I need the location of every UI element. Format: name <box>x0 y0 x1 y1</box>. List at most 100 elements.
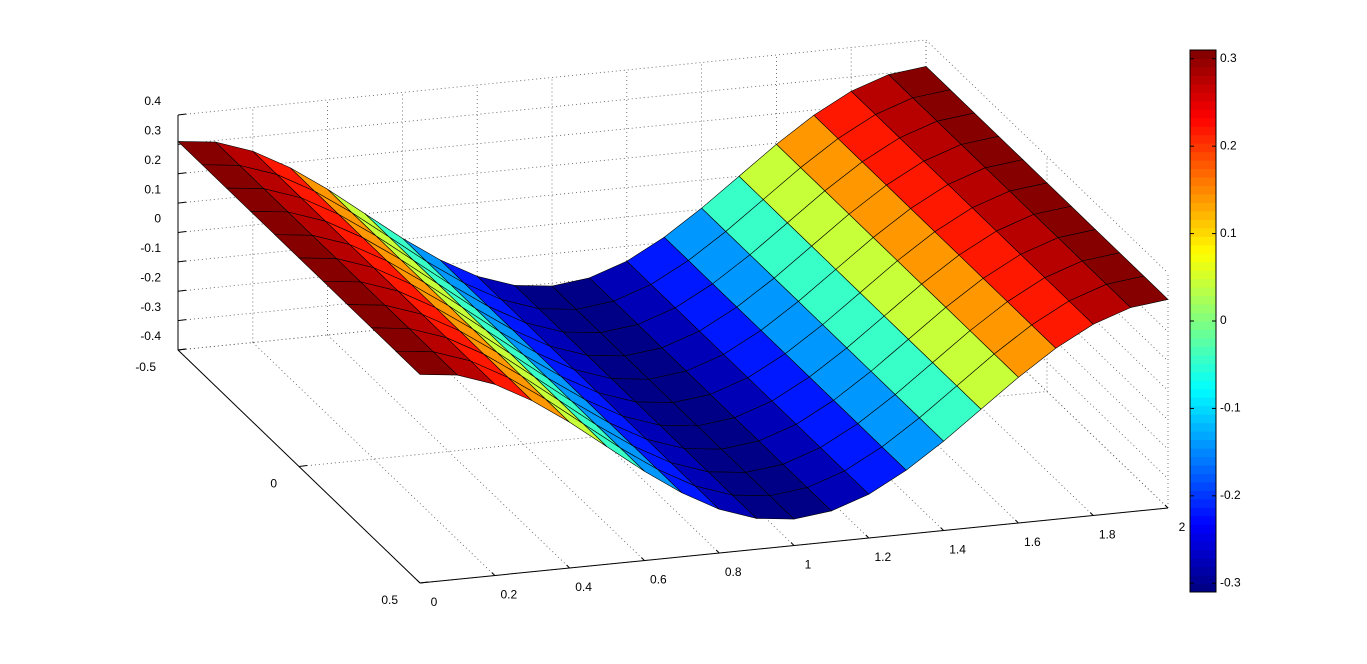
z-tick <box>177 289 187 292</box>
colorbar-band <box>1190 405 1216 415</box>
colorbar-band <box>1190 337 1216 347</box>
x-tick-label: 0 <box>431 595 438 609</box>
z-tick-label: 0.4 <box>144 94 161 108</box>
colorbar-band <box>1190 380 1216 390</box>
colorbar-band <box>1190 253 1216 263</box>
z-tick-label: -0.1 <box>140 241 161 255</box>
x-tick <box>566 564 570 569</box>
colorbar-band <box>1190 422 1216 432</box>
colorbar-band <box>1190 193 1216 203</box>
colorbar-band <box>1190 202 1216 212</box>
colorbar-band <box>1190 244 1216 254</box>
colorbar-band <box>1190 100 1216 110</box>
colorbar-band <box>1190 566 1216 576</box>
colorbar-band <box>1190 558 1216 568</box>
colorbar-band <box>1190 456 1216 466</box>
z-tick-label: -0.2 <box>140 270 161 284</box>
colorbar-band <box>1190 160 1216 170</box>
y-tick-label: -0.5 <box>135 360 156 374</box>
x-tick <box>1015 519 1019 524</box>
y-tick-label: 0 <box>270 477 277 491</box>
colorbar-tick-label: -0.3 <box>1220 575 1241 589</box>
x-tick <box>790 542 795 546</box>
x-tick-label: 1.6 <box>1024 535 1041 549</box>
colorbar-band <box>1190 83 1216 93</box>
colorbar-tick-label: -0.2 <box>1220 488 1241 502</box>
colorbar-band <box>1190 117 1216 127</box>
colorbar-band <box>1190 295 1216 305</box>
colorbar-band <box>1190 151 1216 161</box>
colorbar-tick-label: 0.3 <box>1220 51 1237 65</box>
colorbar-band <box>1190 109 1216 119</box>
colorbar-band <box>1190 177 1216 186</box>
colorbar-band <box>1190 363 1216 373</box>
x-tick <box>416 579 421 584</box>
colorbar-band <box>1190 304 1216 314</box>
colorbar-band <box>1190 287 1216 297</box>
colorbar-band <box>1190 219 1216 229</box>
x-tick-label: 0.2 <box>500 588 517 602</box>
colorbar-band <box>1190 431 1216 441</box>
surface-face <box>395 350 459 376</box>
colorbar-band <box>1190 236 1216 246</box>
x-tick <box>715 549 720 554</box>
colorbar-band <box>1190 481 1216 491</box>
z-tick <box>177 172 187 175</box>
x-tick <box>865 534 870 539</box>
z-tick <box>177 201 187 204</box>
colorbar-band <box>1190 448 1216 457</box>
colorbar-band <box>1190 515 1216 525</box>
colorbar-band <box>1190 549 1216 559</box>
z-tick-label: 0 <box>154 212 161 226</box>
colorbar-band <box>1190 541 1216 551</box>
x-tick-label: 0.8 <box>725 565 742 579</box>
colorbar-band <box>1190 464 1216 474</box>
colorbar-band <box>1190 329 1216 339</box>
z-tick <box>177 348 187 351</box>
colorbar-band <box>1190 50 1216 59</box>
x-tick <box>1089 512 1094 516</box>
x-tick <box>491 572 496 576</box>
colorbar-band <box>1190 92 1216 102</box>
colorbar-band <box>1190 583 1216 593</box>
colorbar-band <box>1190 532 1216 542</box>
x-tick-label: 1.8 <box>1099 528 1116 542</box>
colorbar-band <box>1190 168 1216 178</box>
x-tick-label: 0.6 <box>650 573 667 587</box>
x-tick <box>641 557 645 561</box>
z-tick <box>177 260 187 263</box>
colorbar-band <box>1190 490 1216 500</box>
z-tick <box>177 113 187 116</box>
colorbar-band <box>1190 58 1216 68</box>
z-tick <box>177 319 187 322</box>
colorbar-band <box>1190 507 1216 517</box>
colorbar-band <box>1190 414 1216 424</box>
colorbar-band <box>1190 126 1216 136</box>
z-tick <box>177 231 187 233</box>
x-tick-label: 1 <box>805 558 812 572</box>
z-tick-label: -0.4 <box>140 329 161 343</box>
z-tick-label: 0.3 <box>144 124 161 138</box>
x-tick-label: 2 <box>1179 520 1186 534</box>
colorbar-band <box>1190 261 1216 271</box>
colorbar-band <box>1190 346 1216 356</box>
colorbar-band <box>1190 143 1216 153</box>
colorbar-band <box>1190 439 1216 449</box>
y-tick <box>419 581 429 584</box>
colorbar-band <box>1190 397 1216 407</box>
colorbar-tick-label: 0.1 <box>1220 226 1237 240</box>
colorbar-band <box>1190 185 1216 195</box>
colorbar-band <box>1190 278 1216 288</box>
z-tick-label: -0.3 <box>140 300 161 314</box>
y-tick-label: 0.5 <box>381 593 398 607</box>
x-tick-label: 1.4 <box>949 543 966 557</box>
colorbar-band <box>1190 371 1216 381</box>
colorbar-band <box>1190 66 1216 76</box>
y-tick <box>298 465 308 467</box>
colorbar-band <box>1190 134 1216 144</box>
colorbar-band <box>1190 227 1216 237</box>
colorbar-band <box>1190 524 1216 534</box>
colorbar-tick-label: 0 <box>1220 313 1227 327</box>
x-tick-label: 1.2 <box>874 550 891 564</box>
